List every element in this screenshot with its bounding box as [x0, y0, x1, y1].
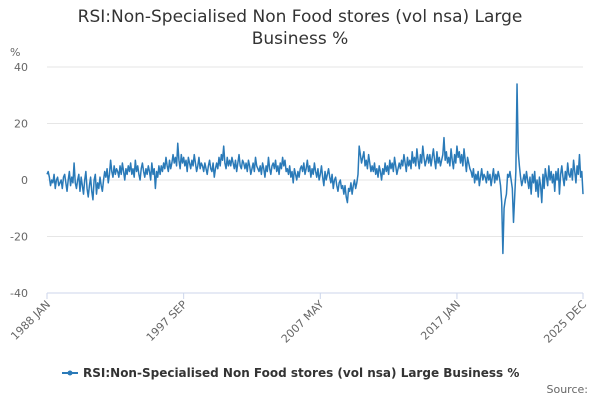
y-tick-label: -40	[10, 287, 28, 300]
y-tick-label: 0	[21, 174, 28, 187]
y-tick-label: 40	[14, 61, 28, 74]
series-line	[46, 83, 584, 255]
y-tick-label: 20	[14, 118, 28, 131]
y-tick-label: -20	[10, 231, 28, 244]
x-tick-label: 2017 JAN	[418, 298, 463, 343]
x-tick-label: 1988 JAN	[8, 298, 53, 343]
source: Source:	[547, 383, 589, 396]
legend-label: RSI:Non-Specialised Non Food stores (vol…	[83, 366, 519, 380]
chart-title: Business %	[252, 29, 349, 49]
chart-title: RSI:Non-Specialised Non Food stores (vol…	[78, 7, 523, 27]
x-tick-label: 2025 DEC	[541, 298, 589, 346]
x-tick-label: 2007 MAY	[279, 298, 327, 346]
x-tick-label: 1997 SEP	[144, 298, 190, 344]
legend-marker	[67, 370, 73, 376]
y-axis-label: %	[10, 46, 20, 59]
